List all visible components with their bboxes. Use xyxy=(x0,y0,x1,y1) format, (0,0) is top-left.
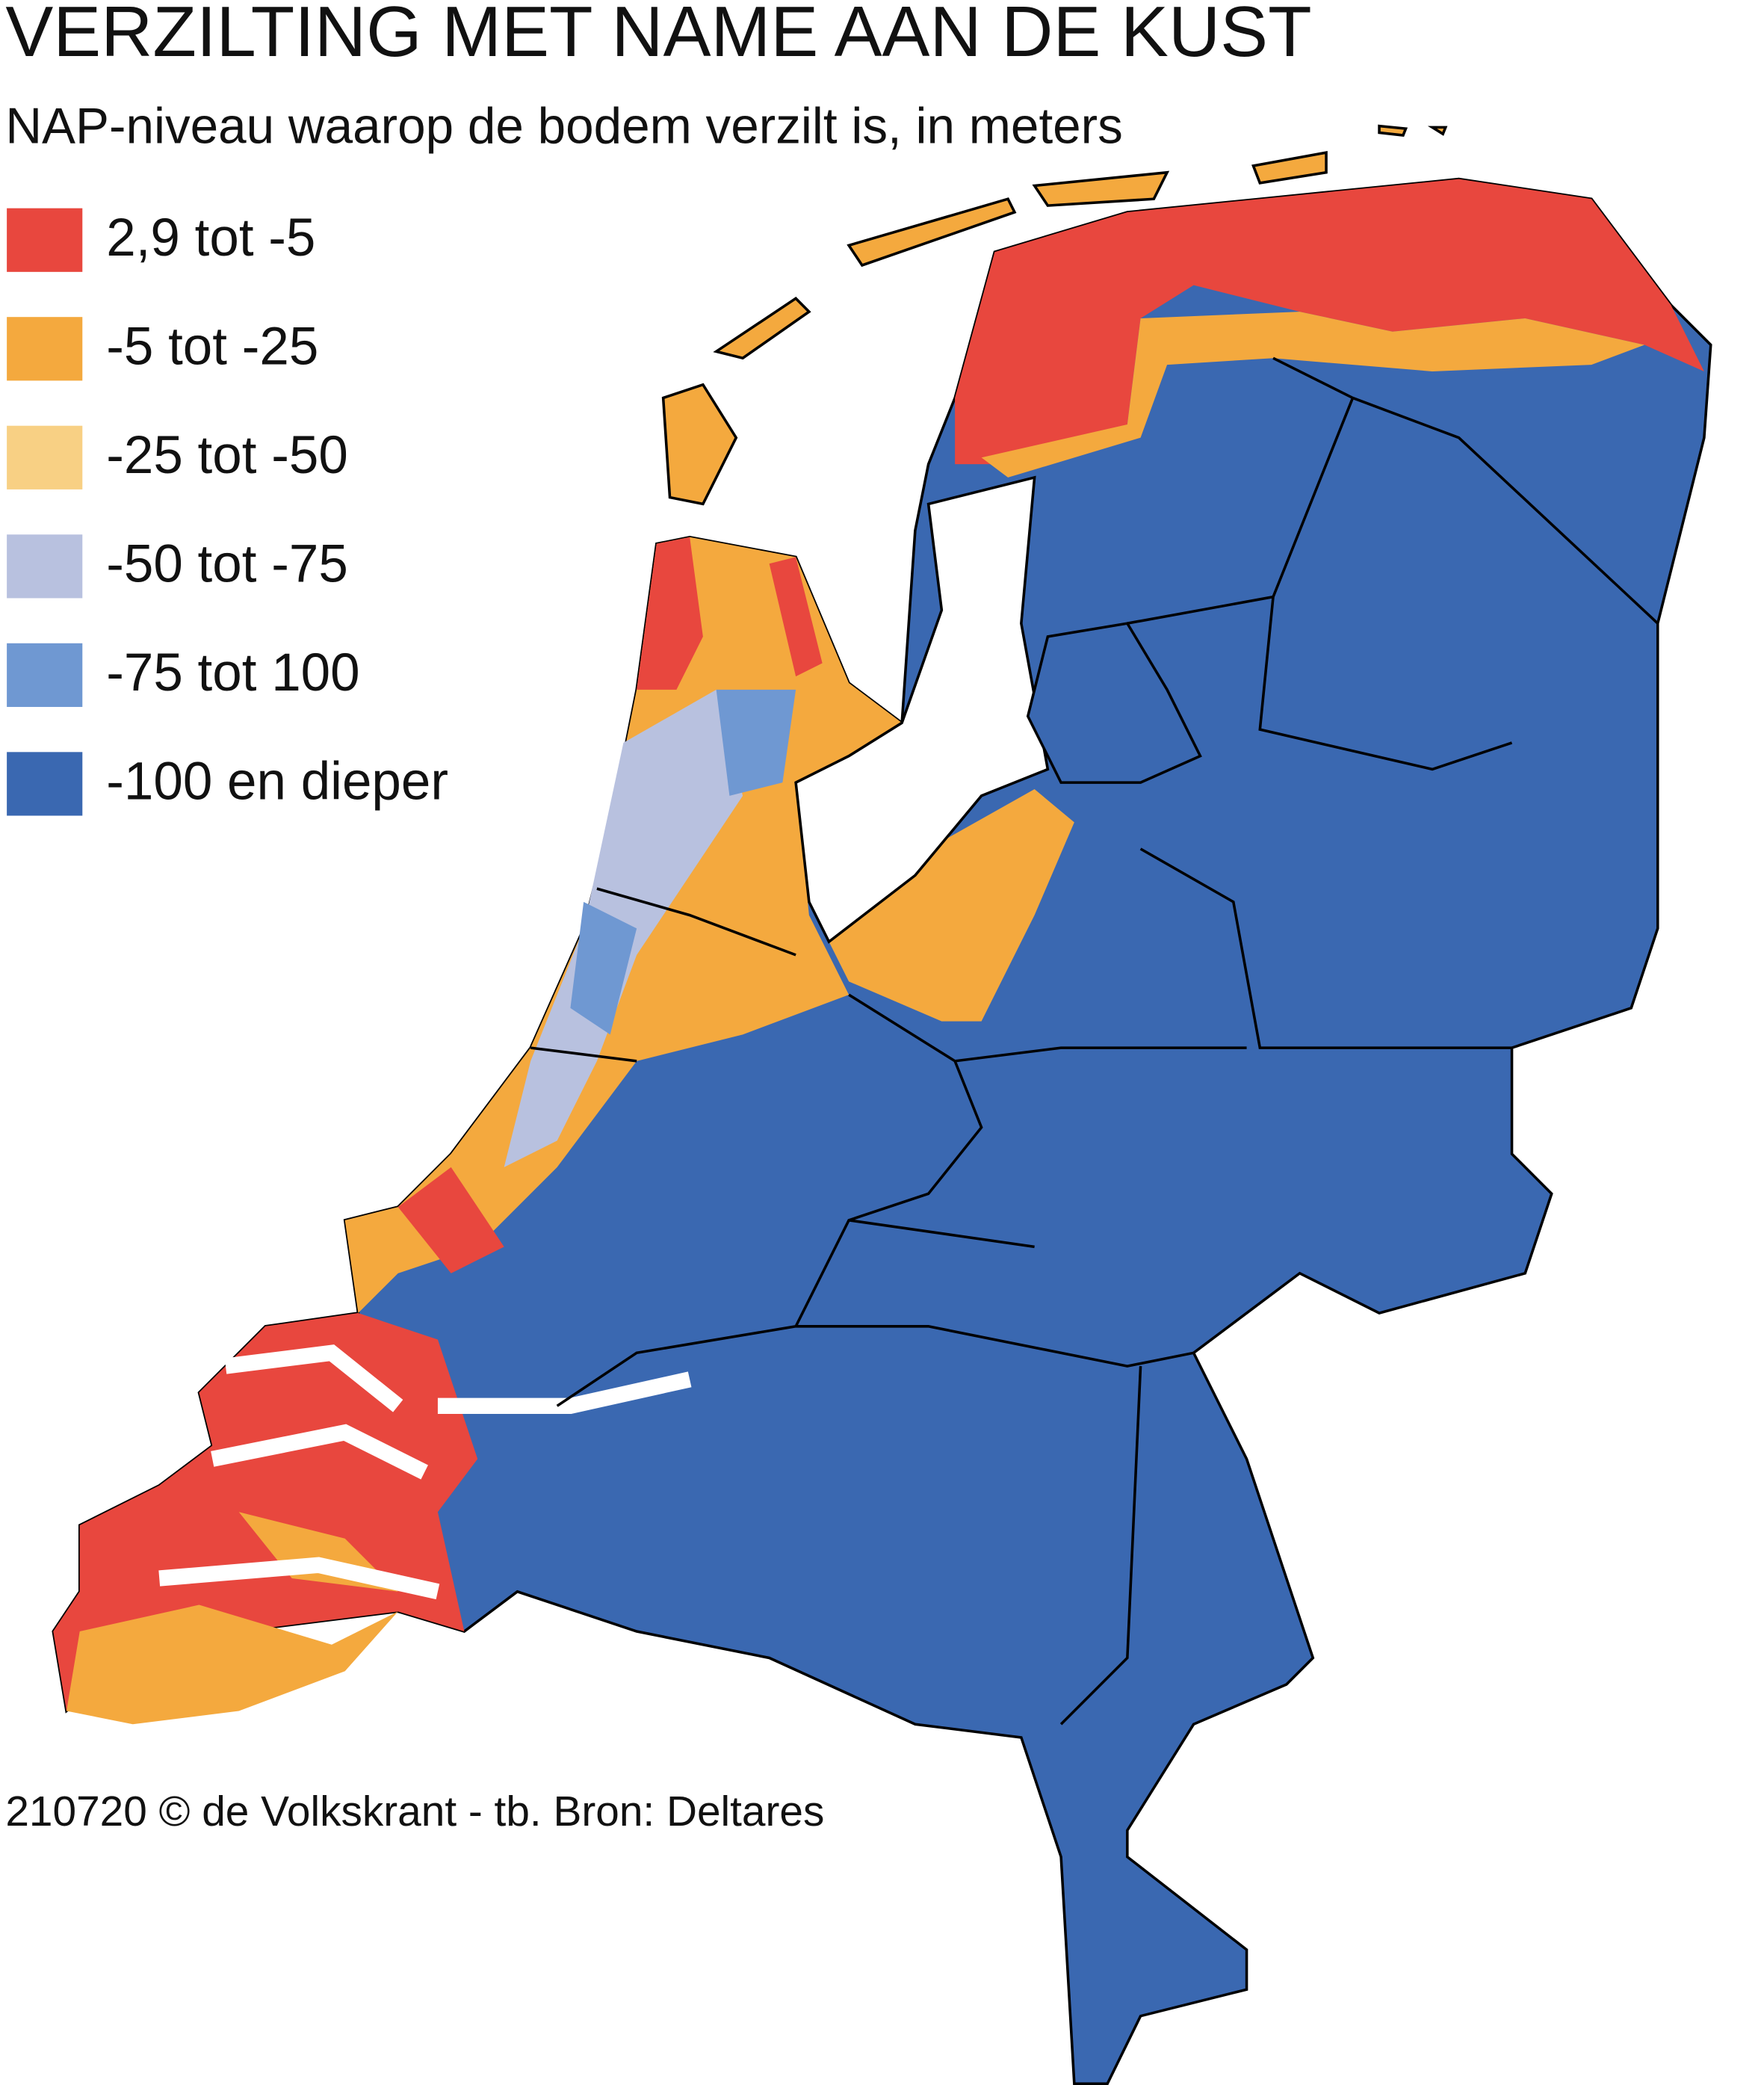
legend-label: -25 tot -50 xyxy=(106,426,348,485)
salt-zone-zeeland xyxy=(53,1313,478,1711)
salt-zone-holland-red xyxy=(397,537,823,1273)
legend-label: -50 tot -75 xyxy=(106,534,348,593)
province-borders xyxy=(530,356,1659,1726)
legend: 2,9 tot -5 -5 tot -25 -25 tot -50 -50 tot -… xyxy=(7,208,448,816)
legend-label: -75 tot 100 xyxy=(106,643,359,702)
salt-zone-flevoland xyxy=(829,789,1074,1022)
legend-swatch xyxy=(7,643,83,707)
legend-label: 2,9 tot -5 xyxy=(106,208,315,268)
map xyxy=(52,124,1712,2085)
legend-swatch xyxy=(7,317,83,381)
noordoostpolder xyxy=(1026,622,1202,784)
legend-swatch xyxy=(7,425,83,489)
legend-label: -5 tot -25 xyxy=(106,317,318,376)
zeeland-water xyxy=(158,1344,692,1600)
legend-swatch xyxy=(7,534,83,599)
islands xyxy=(661,124,1448,506)
ijsselmeer xyxy=(794,475,1050,944)
salt-zone-north-mid xyxy=(981,312,1645,478)
source: 210720 © de Volkskrant - tb. Bron: Delta… xyxy=(5,1788,824,1835)
legend-swatch xyxy=(7,208,83,272)
title: VERZILTING MET NAME AAN DE KUST xyxy=(5,0,1311,72)
legend-swatch xyxy=(7,752,83,816)
legend-label: -100 en dieper xyxy=(106,752,448,811)
salt-zone-holland-blue xyxy=(570,689,796,1035)
subtitle: NAP-niveau waarop de bodem verzilt is, i… xyxy=(5,99,1123,155)
salt-zone-north xyxy=(955,179,1704,465)
